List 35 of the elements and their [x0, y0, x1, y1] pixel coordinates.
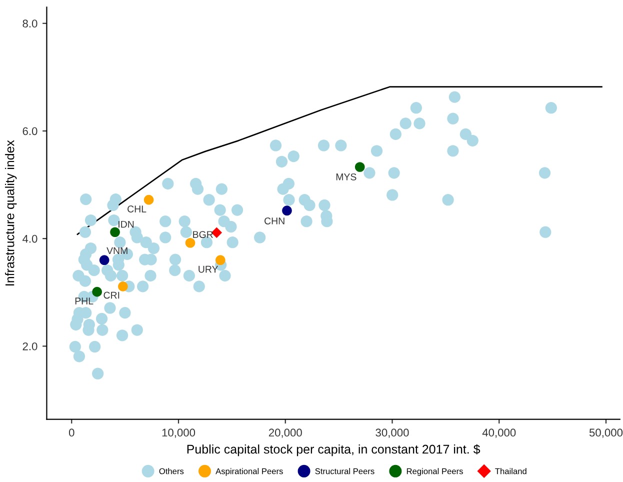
y-tick-label: 4.0	[22, 234, 38, 243]
legend-label: Others	[159, 468, 184, 474]
annotation: CHN	[264, 218, 284, 224]
point	[92, 286, 102, 297]
point	[99, 255, 110, 265]
annotation: CRI	[104, 292, 120, 299]
annotation: CHL	[128, 206, 146, 212]
legend-label: Thailand	[495, 468, 526, 474]
point	[185, 238, 196, 248]
y-tick-label: 8.0	[22, 20, 38, 28]
x-tick-label: 30,000	[376, 428, 409, 438]
legend-label: Regional Peers	[406, 468, 463, 476]
y-axis-title: Infrastructure quality index	[5, 140, 17, 286]
annotation: VNM	[106, 247, 128, 254]
x-tick-label: 50,000	[589, 428, 623, 438]
annotation: PHL	[75, 298, 94, 304]
point	[118, 282, 128, 292]
point	[215, 255, 226, 265]
x-tick-label: 40,000	[482, 428, 516, 438]
x-tick-label: 10,000	[162, 428, 196, 438]
legend-label: Aspirational Peers	[216, 468, 283, 476]
x-tick-label: 0	[68, 428, 74, 437]
point	[354, 162, 365, 172]
point	[282, 206, 292, 216]
annotation: MYS	[336, 173, 356, 180]
point	[110, 227, 120, 238]
annotation: BGR	[193, 231, 213, 238]
annotation: IDN	[118, 220, 134, 228]
x-axis-title: Public capital stock per capita, in constant 2017 int. $	[187, 444, 480, 456]
y-tick-label: 6.0	[22, 127, 38, 136]
y-tick-label: 2.0	[22, 342, 38, 350]
x-tick-label: 20,000	[268, 428, 302, 438]
point	[144, 194, 154, 205]
legend-label: Structural Peers	[315, 468, 374, 474]
annotation: URY	[198, 266, 218, 273]
